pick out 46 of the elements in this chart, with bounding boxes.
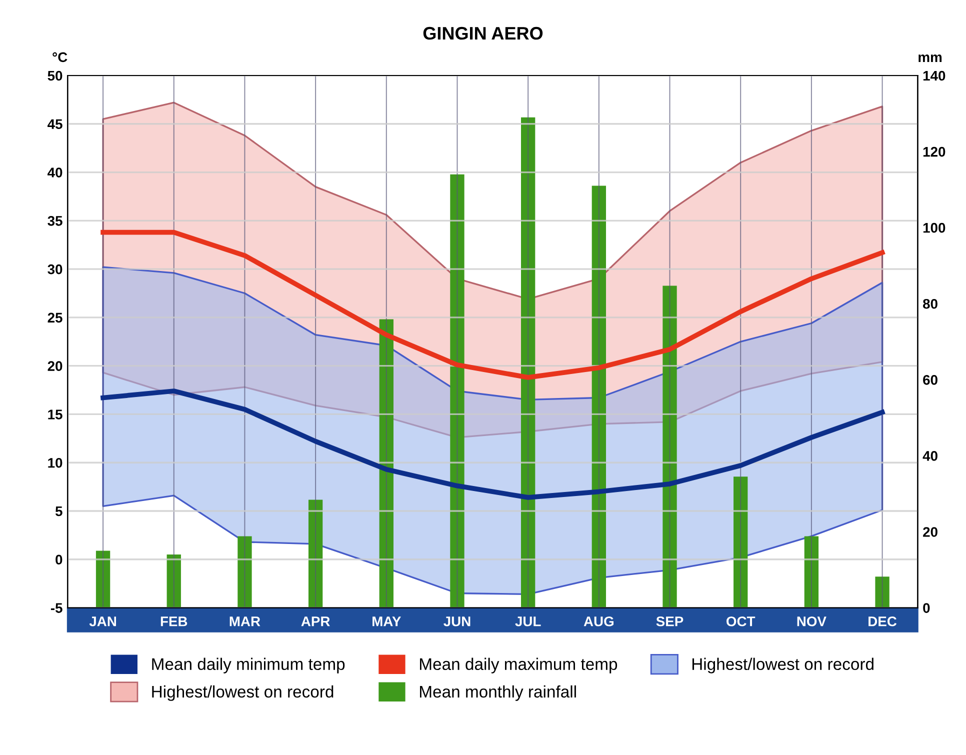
x-tick-label: MAR — [230, 616, 260, 626]
x-tick-label: OCT — [726, 616, 756, 626]
x-tick-label: DEC — [868, 616, 897, 626]
y-tick-label: 45 — [48, 119, 62, 130]
x-tick-label: FEB — [160, 616, 188, 626]
y-tick-label: 35 — [48, 216, 62, 226]
bar — [450, 174, 464, 608]
y-axis-title: °C — [52, 52, 68, 62]
legend-label: Mean daily maximum temp — [420, 658, 618, 674]
y-tick-label: 50 — [48, 70, 62, 81]
x-tick-label: JUL — [515, 616, 541, 626]
y2-tick-label: 120 — [923, 146, 946, 157]
x-tick-label: APR — [301, 616, 330, 626]
y-tick-label: 15 — [48, 410, 62, 420]
legend-label: Mean monthly rainfall — [420, 685, 576, 701]
y2-tick-label: 100 — [923, 222, 946, 233]
y2-tick-label: 140 — [923, 70, 946, 81]
legend-label: Highest/lowest on record — [152, 685, 334, 701]
line-series — [100, 230, 885, 380]
x-tick-label: JAN — [89, 616, 116, 626]
x-tick-label: SEP — [656, 616, 684, 626]
y2-tick-label: 20 — [923, 527, 938, 537]
y2-tick-label: 60 — [923, 374, 938, 385]
y-tick-label: 40 — [48, 168, 62, 178]
y2-tick-label: 0 — [923, 603, 930, 613]
x-tick-label: AUG — [584, 616, 614, 626]
line-series — [100, 388, 885, 500]
y-tick-label: 5 — [55, 506, 62, 516]
bar — [238, 536, 252, 608]
y2-tick-label: 80 — [923, 298, 938, 309]
y-tick-label: 20 — [48, 361, 62, 371]
legend-label: Mean daily minimum temp — [152, 658, 345, 674]
y-tick-label: 10 — [48, 458, 62, 468]
y-tick-label: 30 — [48, 264, 62, 274]
y2-axis-title: mm — [918, 54, 942, 62]
y-tick-label: 0 — [56, 554, 62, 565]
bar — [662, 286, 677, 608]
legend-label: Highest/lowest on record — [692, 658, 874, 674]
bar — [875, 576, 890, 608]
y-tick-label: -5 — [50, 603, 62, 613]
y2-tick-label: 40 — [922, 451, 938, 461]
x-tick-label: MAY — [372, 616, 401, 626]
x-tick-label: JUN — [444, 616, 470, 626]
x-tick-label: NOV — [797, 616, 826, 626]
chart-title: GINGIN AERO — [423, 26, 543, 40]
y-tick-label: 25 — [48, 312, 62, 323]
